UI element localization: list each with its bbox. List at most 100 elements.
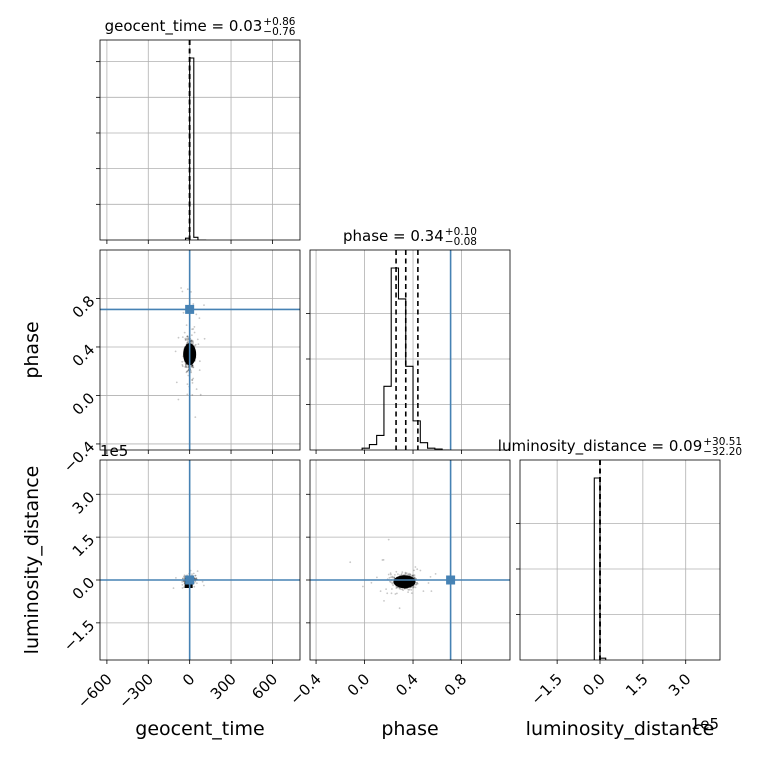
scatter-point <box>182 311 185 314</box>
scatter-point <box>183 331 186 334</box>
scatter-point <box>409 573 412 576</box>
scatter-point <box>180 287 183 289</box>
scatter-point <box>177 398 180 401</box>
scatter-point <box>192 366 195 368</box>
panel-frame <box>99 459 301 661</box>
scatter-point <box>395 586 398 589</box>
title-phase: phase = 0.34 +0.10−0.08 <box>343 226 477 248</box>
scatter-point <box>203 337 206 340</box>
scatter-point <box>191 364 194 367</box>
title-upper-error: +0.86 <box>263 16 295 28</box>
scatter-point <box>192 377 195 380</box>
y-tick-label: −1.5 <box>60 616 98 654</box>
scatter-point <box>181 365 184 368</box>
scatter-point <box>398 607 401 610</box>
scatter-point <box>191 394 194 396</box>
scatter-point <box>407 591 409 593</box>
title-main: geocent_time = 0.03 <box>105 17 263 36</box>
scatter-point <box>196 338 199 341</box>
scatter-point <box>394 593 397 595</box>
scatter-point <box>193 585 196 588</box>
y-tick-label: 0.0 <box>69 574 99 604</box>
scatter-point <box>192 328 195 330</box>
panel-content <box>100 460 300 660</box>
scatter-point <box>390 573 392 576</box>
scatter-point <box>194 574 197 577</box>
scatter-point <box>181 290 184 293</box>
scatter-point <box>383 600 385 602</box>
panel-frame <box>99 249 301 451</box>
scatter-point <box>181 364 184 366</box>
scatter-point <box>389 572 392 575</box>
scatter-point <box>186 288 189 291</box>
scatter-point <box>195 388 198 390</box>
panel-content <box>100 250 300 450</box>
scatter-point <box>415 583 418 586</box>
scatter-point <box>183 574 186 577</box>
truth-marker <box>185 304 195 314</box>
scatter-point <box>186 342 188 344</box>
scatter-point <box>191 364 194 367</box>
scatter-point <box>192 366 195 369</box>
scatter-point <box>190 365 193 368</box>
scatter-point <box>391 582 394 585</box>
scatter-point <box>370 581 373 584</box>
scatter-point <box>376 576 378 579</box>
title-lower-error: −0.76 <box>263 26 295 38</box>
title-upper-error: +0.10 <box>445 226 477 238</box>
scatter-point <box>195 313 198 316</box>
scatter-point <box>413 576 416 579</box>
panel-frame <box>519 459 721 661</box>
scatter-point <box>191 573 193 575</box>
panel-title: geocent_time = 0.03 <box>105 17 263 36</box>
scatter-point <box>186 337 189 340</box>
scatter-point <box>184 339 187 341</box>
scatter-point <box>391 588 393 590</box>
scatter-point <box>349 561 352 564</box>
title-lower-error: −32.20 <box>703 446 742 458</box>
truth-marker <box>185 575 195 585</box>
scatter-point <box>184 366 187 368</box>
scatter-point <box>196 582 198 585</box>
x-axis-label-phase: phase <box>381 718 438 740</box>
scatter-point <box>183 586 186 589</box>
scatter-point <box>414 566 417 568</box>
scatter-point <box>414 583 417 586</box>
scatter-point <box>190 339 192 342</box>
scatter-point <box>184 364 187 366</box>
histogram-geocent_time <box>184 57 207 240</box>
panel-phase-luminosity_distance: −0.4 0.0 0.4 0.8 <box>286 459 511 709</box>
scatter-point <box>185 371 188 374</box>
scatter-point <box>411 574 413 577</box>
scatter-point <box>393 577 396 579</box>
panel-title: luminosity_distance = 0.09 <box>498 437 702 456</box>
scatter-point <box>182 577 184 580</box>
scatter-point <box>427 582 430 584</box>
scatter-point <box>186 383 189 385</box>
scatter-point <box>177 336 180 339</box>
scatter-point <box>199 360 201 363</box>
title-lower-error: −0.08 <box>445 236 477 248</box>
scatter-point <box>404 571 407 574</box>
scatter-point <box>185 337 188 340</box>
scatter-point <box>192 303 195 305</box>
scatter-point <box>198 317 201 319</box>
scatter-point <box>388 576 391 579</box>
scatter-point <box>410 592 413 594</box>
scatter-point <box>414 586 417 589</box>
title-main: luminosity_distance = 0.09 <box>498 437 702 456</box>
y-axis-label-phase: phase <box>21 321 43 378</box>
panel-frame <box>99 39 301 241</box>
scatter-point <box>203 304 205 306</box>
x-tick-label: −1.5 <box>527 670 565 708</box>
scatter-point <box>191 365 194 368</box>
scatter-point <box>201 580 204 583</box>
scatter-point <box>416 568 419 571</box>
y-axis-label-luminosity_distance: luminosity_distance <box>21 466 43 655</box>
scatter-point <box>190 340 193 343</box>
histogram-luminosity_distance <box>593 477 607 660</box>
scatter-point <box>195 577 198 579</box>
scatter-point <box>187 374 190 377</box>
scatter-point <box>191 342 194 345</box>
scatter-point <box>391 576 394 579</box>
